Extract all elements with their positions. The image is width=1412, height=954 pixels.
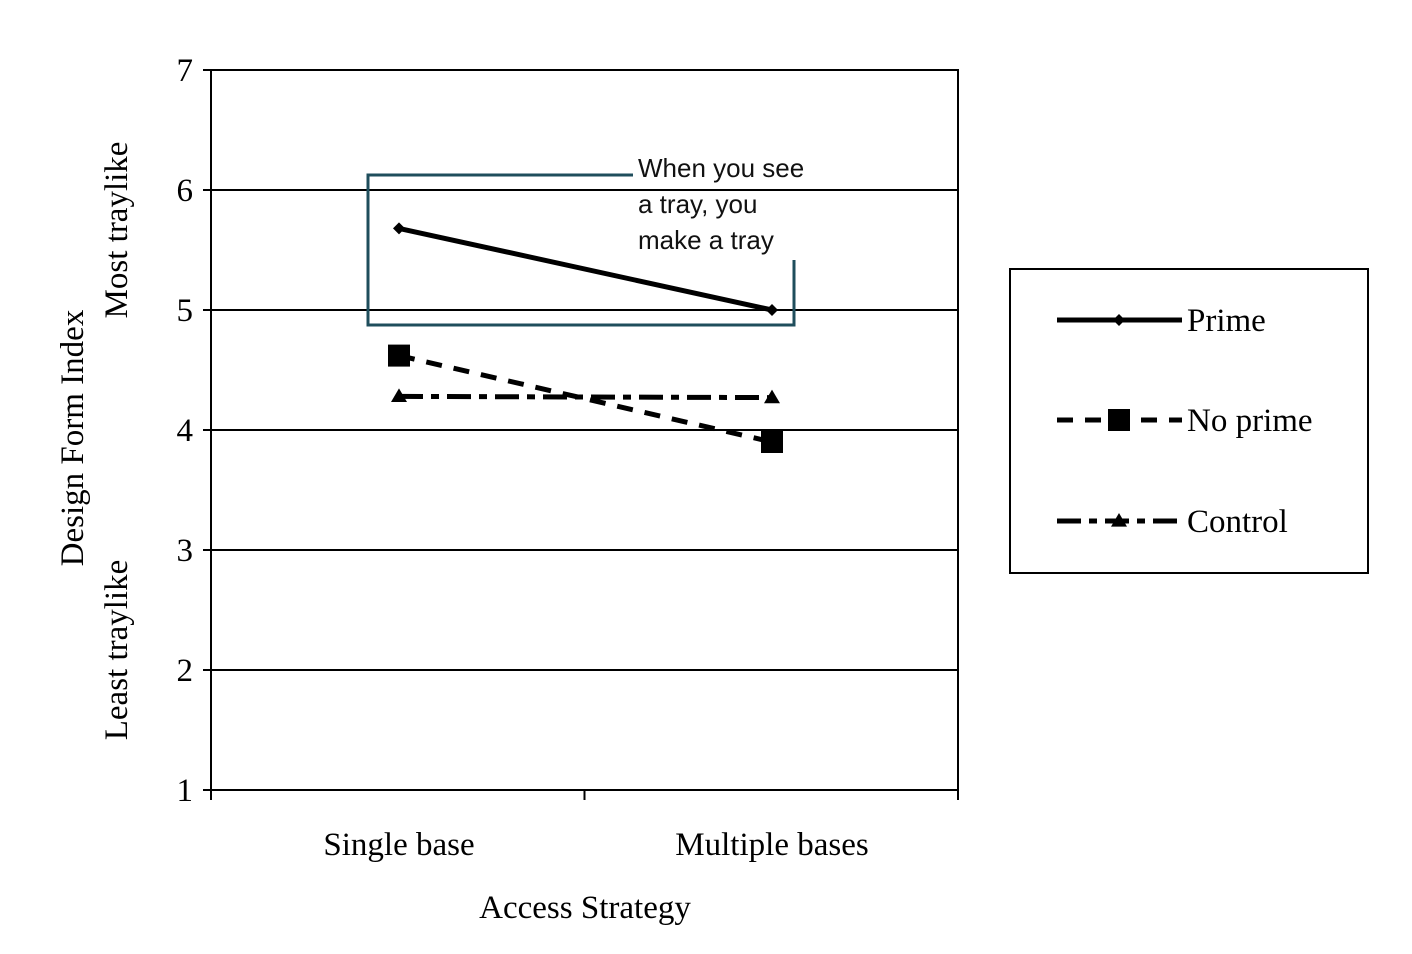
y-axis-label-high: Most traylike [99,142,135,319]
legend-label: Control [1187,504,1288,540]
y-tick-label: 4 [177,413,194,449]
diamond-marker [766,304,778,316]
square-marker [388,344,410,367]
annotation-line: a tray, you [638,189,757,219]
square-marker [761,431,783,453]
y-axis-label-low: Least traylike [99,560,135,741]
series-control [391,388,780,404]
legend-label: Prime [1187,303,1266,339]
y-tick-label: 5 [177,293,194,329]
series-line [398,225,773,313]
diamond-marker [393,222,405,235]
series-prime [393,222,778,316]
y-tick-label: 2 [177,653,194,689]
series-no-prime [388,344,783,453]
x-axis-label: Access Strategy [479,890,691,926]
y-tick-label: 1 [177,773,194,809]
legend-label: No prime [1187,403,1313,439]
series-layer [388,222,783,453]
y-axis: 1 2 3 4 5 6 7 [177,53,211,809]
diamond-marker [1113,314,1125,326]
legend-item: Control [1057,504,1288,540]
y-tick-label: 6 [177,173,194,209]
series-line [398,393,773,401]
annotation-line: When you see [638,153,804,183]
legend: Prime No prime Control [1009,268,1369,574]
y-tick-label: 3 [177,533,194,569]
triangle-marker [391,388,407,402]
series-line [398,353,773,445]
x-tick-label: Multiple bases [675,827,868,863]
x-axis: Single base Multiple bases Access Strate… [210,790,959,926]
y-axis-labels: Design Form Index Most traylike Least tr… [55,142,135,741]
legend-item: Prime [1057,303,1266,339]
annotation-line: make a tray [638,225,774,255]
legend-item: No prime [1057,403,1313,439]
annotation-box [366,173,796,327]
y-axis-label-main: Design Form Index [55,309,91,566]
triangle-marker [1111,513,1127,527]
y-tick-label: 7 [177,53,194,89]
x-tick-label: Single base [323,827,474,863]
triangle-marker [764,389,780,404]
annotation: When you see a tray, you make a tray [366,153,804,327]
gridlines [211,189,958,671]
square-marker [1108,409,1130,431]
